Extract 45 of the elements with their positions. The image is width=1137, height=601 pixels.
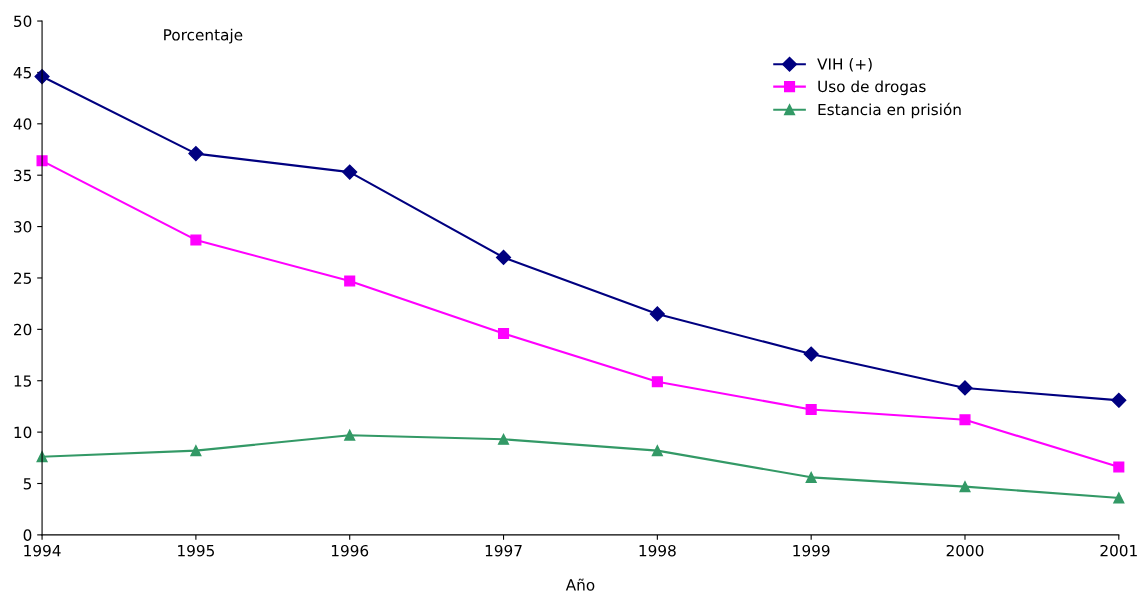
y-tick-label: 10: [14, 426, 32, 439]
point: [344, 275, 356, 287]
y-tick-label: 45: [13, 67, 32, 79]
x-tick-label: 1994: [24, 544, 61, 557]
point: [344, 429, 356, 441]
y-axis-title: Porcentaje: [164, 28, 243, 44]
point: [651, 445, 663, 457]
point: [190, 445, 202, 457]
point: [188, 146, 204, 162]
point: [805, 471, 817, 483]
point: [957, 380, 973, 396]
point: [497, 327, 510, 340]
x-axis-title: Año: [565, 578, 595, 591]
x-tick-label: 1998: [639, 544, 676, 557]
x-tick-label: 2001: [1100, 544, 1137, 557]
y-tick-label: 15: [14, 375, 32, 387]
point: [342, 164, 358, 180]
legend-label: VIH (+): [817, 57, 872, 72]
point: [1111, 392, 1127, 408]
point: [959, 414, 971, 426]
point: [651, 376, 663, 388]
point: [803, 346, 819, 362]
point: [497, 433, 510, 445]
y-tick-label: 20: [14, 323, 32, 336]
legend-label: Estancia en prisión: [818, 102, 961, 119]
y-tick-label: 25: [14, 272, 32, 284]
point: [1113, 461, 1125, 473]
point: [1113, 492, 1125, 504]
y-tick-label: 5: [23, 478, 32, 490]
x-tick-label: 1995: [178, 544, 214, 557]
x-tick-label: 2000: [946, 544, 984, 557]
point: [805, 403, 817, 416]
y-tick-label: 30: [14, 221, 32, 233]
y-tick-label: 40: [13, 118, 32, 130]
point: [495, 249, 512, 265]
point: [190, 234, 202, 246]
y-tick-label: 35: [14, 169, 32, 182]
point: [959, 481, 971, 493]
x-tick-label: 1996: [331, 544, 369, 557]
legend-label: Uso de drogas: [818, 80, 926, 96]
y-tick-label: 0: [23, 529, 32, 541]
x-tick-label: 1999: [793, 544, 830, 557]
point: [649, 306, 665, 322]
x-tick-label: 1997: [485, 544, 522, 557]
y-tick-label: 50: [14, 15, 32, 28]
